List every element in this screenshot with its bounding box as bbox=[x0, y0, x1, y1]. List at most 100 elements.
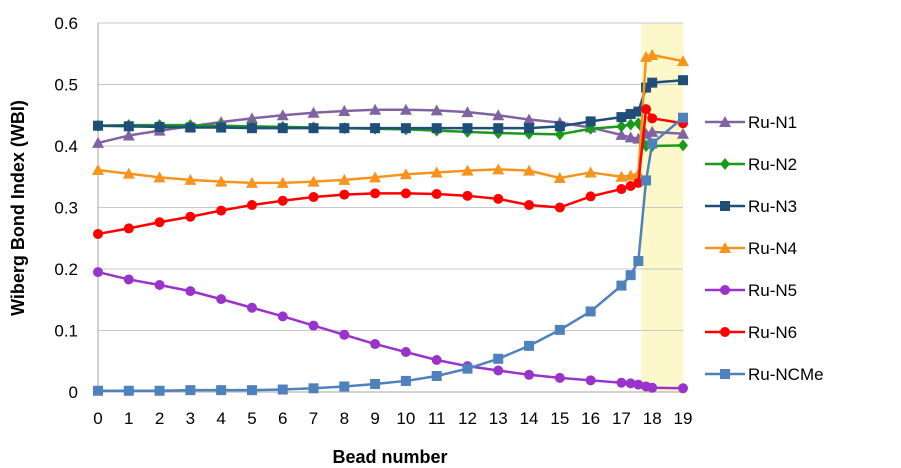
data-point bbox=[647, 138, 658, 149]
data-point bbox=[185, 286, 196, 297]
data-point bbox=[184, 173, 197, 185]
data-point bbox=[185, 122, 196, 133]
data-point bbox=[641, 104, 652, 115]
data-point bbox=[369, 103, 382, 115]
data-point bbox=[616, 112, 627, 123]
y-tick-label: 0.2 bbox=[54, 260, 78, 279]
data-point bbox=[277, 195, 288, 206]
series-ru-n6 bbox=[93, 104, 688, 239]
data-point bbox=[554, 372, 565, 383]
data-point bbox=[93, 120, 103, 131]
data-point bbox=[647, 113, 658, 124]
data-point bbox=[677, 55, 689, 67]
data-point bbox=[370, 339, 381, 350]
data-point bbox=[633, 177, 644, 188]
x-tick-label: 6 bbox=[278, 409, 287, 428]
data-point bbox=[123, 274, 134, 285]
data-point bbox=[123, 385, 134, 396]
data-point bbox=[339, 123, 350, 134]
data-point bbox=[276, 176, 289, 188]
data-point bbox=[154, 385, 165, 396]
data-point bbox=[93, 267, 103, 278]
data-point bbox=[307, 175, 320, 187]
data-point bbox=[524, 123, 535, 134]
data-point bbox=[633, 256, 644, 267]
data-point bbox=[633, 106, 644, 117]
data-point bbox=[584, 166, 597, 178]
series-ru-n2 bbox=[93, 117, 688, 152]
data-point bbox=[646, 125, 659, 137]
x-tick-label: 8 bbox=[340, 409, 349, 428]
data-point bbox=[123, 121, 134, 132]
data-point bbox=[245, 112, 258, 124]
x-tick-label: 13 bbox=[489, 409, 508, 428]
x-tick-label: 2 bbox=[155, 409, 164, 428]
data-point bbox=[339, 189, 350, 200]
data-point bbox=[554, 121, 565, 132]
data-point bbox=[553, 171, 566, 183]
data-point bbox=[492, 109, 505, 121]
data-point bbox=[677, 127, 689, 139]
data-point bbox=[277, 384, 288, 395]
data-point bbox=[493, 353, 504, 364]
x-tick-label: 19 bbox=[674, 409, 693, 428]
data-point bbox=[338, 104, 351, 116]
data-point bbox=[246, 302, 257, 313]
data-point bbox=[523, 164, 536, 176]
data-point bbox=[461, 106, 474, 118]
data-point bbox=[625, 378, 636, 389]
y-tick-label: 0.3 bbox=[54, 199, 78, 218]
data-point bbox=[625, 118, 636, 131]
legend-marker bbox=[720, 369, 730, 379]
data-point bbox=[633, 379, 644, 390]
y-axis-title: Wiberg Bond Index (WBI) bbox=[8, 100, 28, 316]
legend-label: Ru-N5 bbox=[748, 281, 797, 300]
data-point bbox=[339, 329, 350, 340]
x-tick-label: 14 bbox=[520, 409, 539, 428]
data-point bbox=[585, 306, 596, 317]
data-point bbox=[399, 168, 412, 180]
data-point bbox=[122, 129, 135, 141]
data-point bbox=[400, 375, 411, 386]
tick-labels: 00.10.20.30.40.50.60 1 2 3 4 5 6 7 8 9 10 11 12 13 14 1… bbox=[54, 14, 692, 428]
data-point bbox=[493, 365, 504, 376]
series-ru-ncme bbox=[93, 112, 688, 396]
data-point bbox=[400, 188, 411, 199]
y-tick-label: 0.6 bbox=[54, 14, 78, 33]
data-point bbox=[462, 190, 473, 201]
data-point bbox=[585, 191, 596, 202]
data-point bbox=[678, 75, 688, 86]
data-point bbox=[338, 173, 351, 185]
data-point bbox=[554, 324, 565, 335]
data-point bbox=[524, 200, 535, 211]
x-tick-label: 18 bbox=[643, 409, 662, 428]
data-point bbox=[616, 377, 627, 388]
y-tick-label: 0.4 bbox=[54, 137, 78, 156]
data-point bbox=[431, 371, 442, 382]
data-point bbox=[625, 180, 636, 191]
series-ru-n3 bbox=[93, 75, 688, 134]
legend-item: Ru-N1 bbox=[705, 113, 797, 132]
data-point bbox=[625, 270, 636, 281]
data-point bbox=[585, 116, 596, 127]
legend-item: Ru-N5 bbox=[705, 281, 797, 300]
legend-label: Ru-N2 bbox=[748, 155, 797, 174]
legend-item: Ru-N4 bbox=[705, 239, 797, 258]
data-point bbox=[399, 103, 412, 115]
data-point bbox=[122, 167, 135, 179]
data-point bbox=[616, 280, 627, 291]
data-point bbox=[153, 171, 166, 183]
legend-label: Ru-N4 bbox=[748, 239, 797, 258]
x-tick-label: 5 bbox=[247, 409, 256, 428]
data-point bbox=[308, 320, 319, 331]
data-point bbox=[93, 228, 103, 239]
data-point bbox=[93, 385, 103, 396]
data-point bbox=[431, 188, 442, 199]
legend-marker bbox=[719, 116, 731, 127]
series-line bbox=[98, 116, 684, 393]
x-tick-label: 11 bbox=[428, 409, 446, 428]
x-tick-label: 17 bbox=[612, 409, 631, 428]
data-point bbox=[646, 48, 659, 60]
data-point bbox=[431, 355, 442, 366]
data-point bbox=[245, 176, 258, 188]
